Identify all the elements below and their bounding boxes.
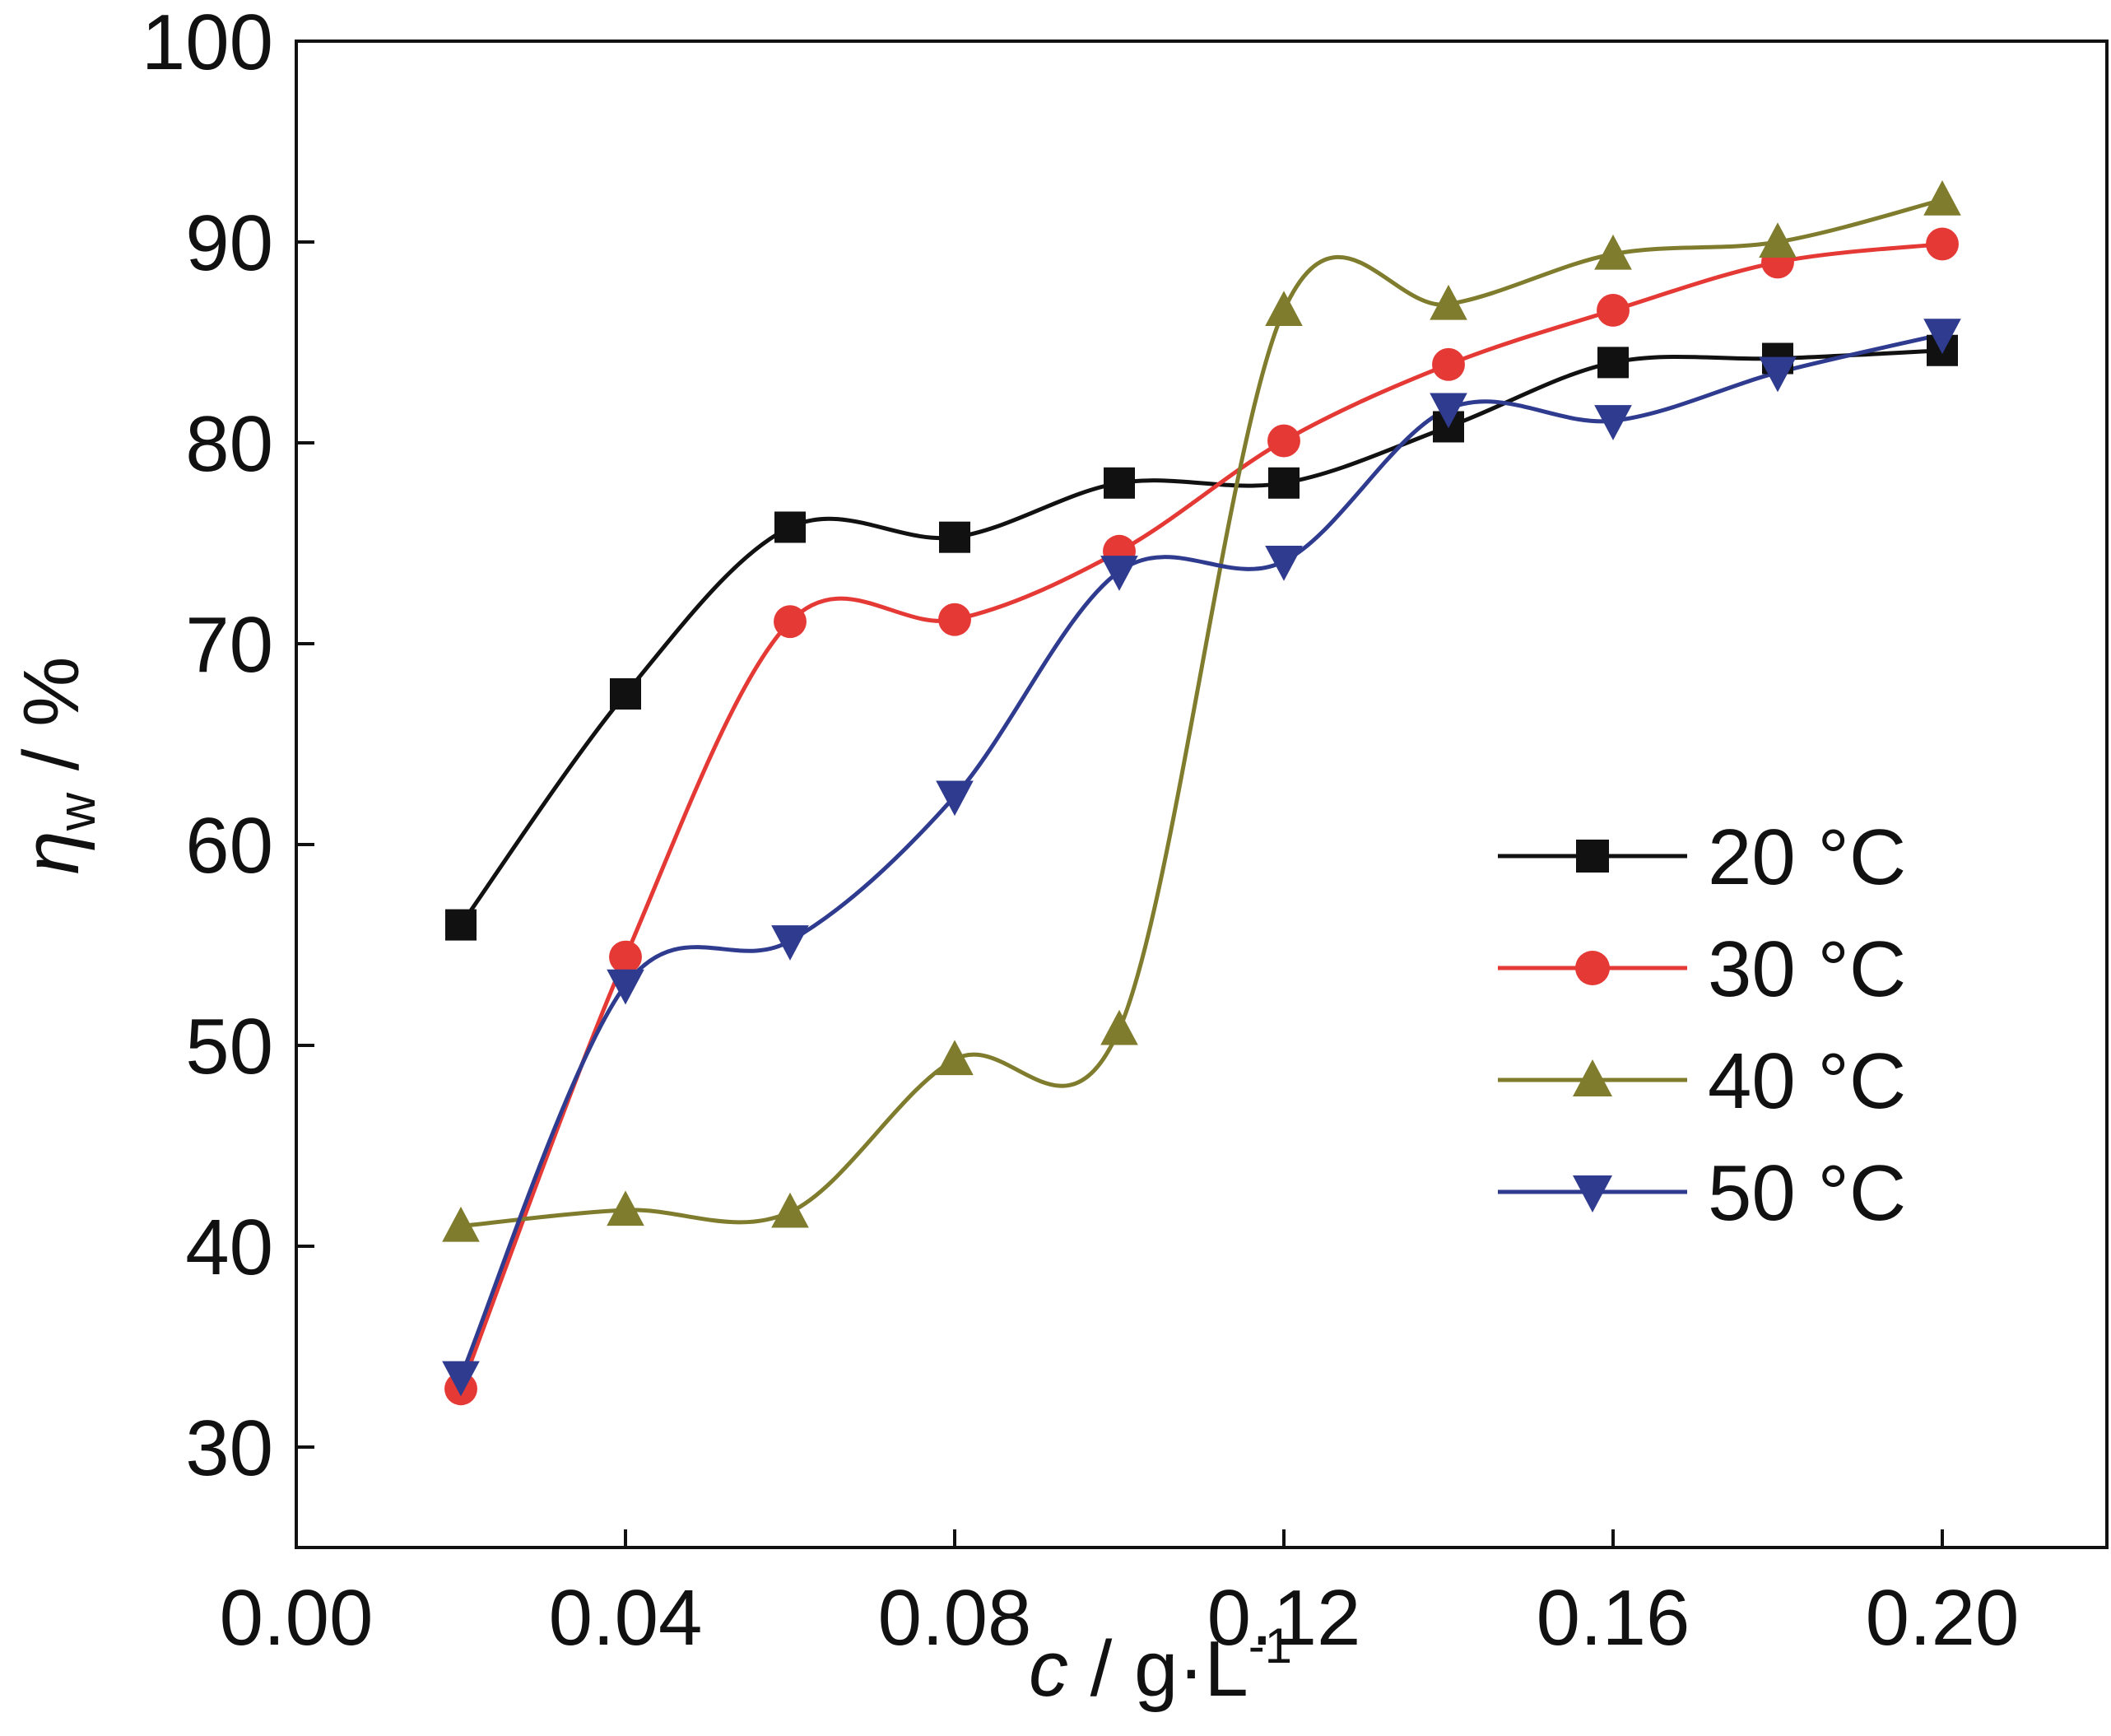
legend-label-2: 40 °C — [1708, 1037, 1906, 1125]
data-point-series-0 — [939, 521, 970, 553]
legend-label-1: 30 °C — [1708, 925, 1906, 1013]
data-point-series-2 — [442, 1206, 480, 1242]
y-tick-label: 70 — [185, 601, 273, 689]
data-point-series-1 — [1597, 294, 1630, 327]
data-point-series-3 — [771, 925, 809, 961]
x-axis-variable: c — [1029, 1625, 1068, 1713]
x-axis-unit-exponent: -1 — [1248, 1618, 1292, 1673]
data-point-series-1 — [1267, 424, 1300, 458]
data-point-series-0 — [445, 909, 477, 941]
y-tick-label: 90 — [185, 199, 273, 287]
legend-label-3: 50 °C — [1708, 1149, 1906, 1237]
data-point-series-1 — [774, 605, 807, 639]
data-point-series-2 — [1430, 284, 1467, 320]
y-tick-label: 80 — [185, 400, 273, 488]
data-point-series-2 — [607, 1190, 644, 1226]
x-tick-label: 0.08 — [878, 1574, 1032, 1662]
data-point-series-0 — [1597, 347, 1629, 379]
legend: 20 °C 30 °C 40 °C 50 °C — [1498, 813, 1906, 1237]
data-point-series-0 — [1268, 467, 1300, 499]
data-point-series-3 — [1923, 319, 1961, 354]
series-line-0 — [458, 348, 1943, 927]
y-tick-label: 50 — [185, 1003, 273, 1091]
data-point-series-3 — [1430, 393, 1467, 429]
data-point-series-1 — [1926, 227, 1959, 261]
data-point-series-1 — [938, 603, 971, 636]
x-tick-label: 0.04 — [549, 1574, 703, 1662]
x-tick-label: 0.00 — [220, 1574, 374, 1662]
data-point-series-2 — [771, 1192, 809, 1228]
data-point-series-1 — [609, 940, 642, 974]
data-point-series-0 — [774, 511, 806, 543]
y-axis-title: ηw / % — [7, 657, 106, 875]
data-point-series-3 — [442, 1361, 480, 1397]
legend-marker-3 — [1573, 1175, 1612, 1212]
legend-marker-0 — [1576, 840, 1609, 873]
data-point-series-3 — [607, 969, 644, 1005]
data-point-series-2 — [1759, 222, 1797, 258]
series-line-2 — [460, 198, 1943, 1229]
x-tick-label: 0.12 — [1207, 1574, 1361, 1662]
y-axis-unit: / % — [7, 657, 95, 793]
axis-ticks: 0.00 0.04 0.08 0.12 0.16 0.20 30 40 50 60 70 80 90 10… — [142, 0, 2020, 1662]
plot-frame — [295, 40, 2109, 1549]
data-point-series-2 — [1594, 234, 1632, 270]
data-point-series-3 — [1100, 556, 1138, 591]
legend-marker-1 — [1575, 951, 1610, 985]
data-point-series-1 — [1432, 347, 1465, 381]
data-point-series-2 — [1100, 1009, 1138, 1045]
legend-label-0: 20 °C — [1708, 813, 1906, 901]
y-tick-label: 60 — [185, 802, 273, 890]
data-point-series-3 — [1594, 405, 1632, 440]
data-point-series-2 — [936, 1040, 974, 1076]
data-point-series-0 — [610, 678, 641, 710]
data-point-series-2 — [1923, 180, 1961, 216]
x-axis-title: c / g·L-1 — [1029, 1618, 1292, 1713]
y-tick-label: 100 — [142, 0, 273, 86]
x-tick-label: 0.16 — [1537, 1574, 1690, 1662]
y-tick-label: 40 — [185, 1203, 273, 1292]
x-axis-unit: / g·L — [1068, 1625, 1248, 1713]
data-point-series-0 — [1104, 467, 1135, 499]
legend-marker-2 — [1573, 1059, 1612, 1096]
data-point-series-2 — [1265, 291, 1303, 326]
y-axis-variable-subscript: w — [47, 792, 106, 831]
y-tick-label: 30 — [185, 1404, 273, 1492]
data-point-series-3 — [1265, 545, 1303, 581]
data-point-series-3 — [1759, 356, 1797, 393]
series-markers — [442, 180, 1961, 1406]
y-axis-variable: η — [7, 831, 95, 874]
data-point-series-3 — [936, 780, 974, 817]
x-tick-label: 0.20 — [1866, 1574, 2020, 1662]
